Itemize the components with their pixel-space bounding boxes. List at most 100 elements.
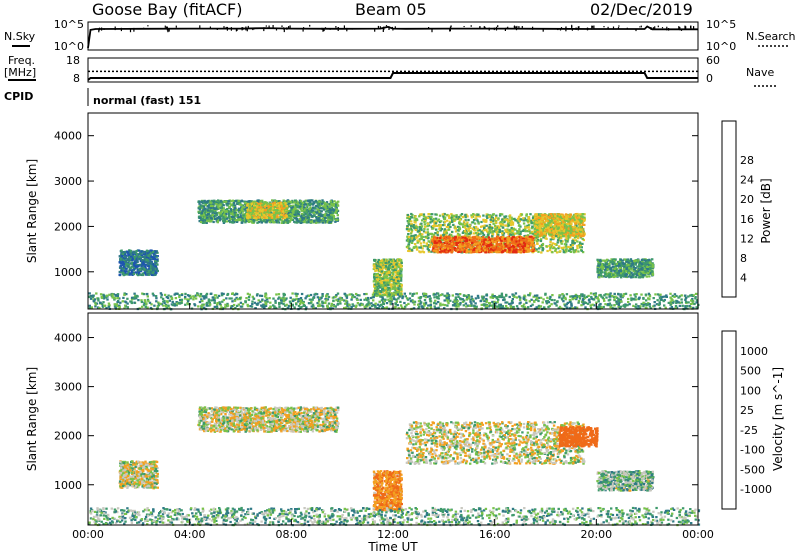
- heatmap-cell: [237, 199, 240, 202]
- heatmap-cell: [510, 221, 513, 224]
- heatmap-cell: [511, 221, 515, 224]
- heatmap-cell: [308, 213, 312, 216]
- heatmap-cell: [310, 219, 313, 222]
- nsky-spike: [690, 25, 692, 29]
- heatmap-cell: [222, 207, 225, 210]
- heatmap-cell: [280, 210, 283, 213]
- nsky-spike: [329, 28, 331, 30]
- heatmap-cell: [445, 234, 448, 237]
- heatmap-cell: [527, 228, 531, 231]
- heatmap-cell: [216, 213, 219, 216]
- heatmap-cell: [527, 217, 530, 220]
- heatmap-cell: [432, 233, 436, 236]
- heatmap-cell: [527, 248, 530, 251]
- heatmap-cell: [384, 284, 387, 287]
- heatmap-cell: [262, 220, 266, 223]
- heatmap-cell: [152, 251, 155, 254]
- heatmap-cell: [309, 206, 312, 209]
- heatmap-cell: [296, 202, 300, 205]
- nsky-spike: [592, 25, 594, 28]
- heatmap-cell: [397, 277, 401, 280]
- heatmap-cell: [280, 221, 283, 224]
- heatmap-cell: [390, 292, 393, 295]
- heatmap-cell: [466, 232, 469, 235]
- heatmap-cell: [467, 227, 470, 230]
- heatmap-cell: [129, 266, 133, 269]
- heatmap-cell: [407, 229, 410, 233]
- heatmap-cell: [557, 247, 560, 250]
- heatmap-cell: [154, 254, 157, 257]
- heatmap-cell: [210, 204, 213, 207]
- heatmap-cell: [510, 228, 513, 231]
- heatmap-cell: [141, 272, 145, 275]
- heatmap-cell: [206, 216, 209, 219]
- heatmap-cell: [452, 223, 455, 226]
- heatmap-cell: [438, 238, 441, 241]
- heatmap-cell: [227, 200, 231, 203]
- heatmap-cell: [407, 219, 411, 222]
- nsky-spike: [242, 27, 244, 30]
- heatmap-cell: [219, 200, 223, 203]
- nsky-spike: [209, 26, 211, 30]
- heatmap-cell: [522, 219, 525, 222]
- heatmap-cell: [478, 233, 481, 236]
- heatmap-cell: [142, 273, 145, 276]
- heatmap-cell: [220, 213, 223, 217]
- heatmap-cell: [408, 247, 411, 250]
- nsky-spike: [253, 28, 255, 30]
- heatmap-cell: [219, 218, 222, 221]
- heatmap-cell: [495, 251, 499, 254]
- heatmap-cell: [474, 232, 478, 235]
- heatmap-cell: [201, 215, 204, 218]
- heatmap-cell: [271, 207, 275, 210]
- heatmap-cell: [422, 215, 426, 218]
- heatmap-cell: [301, 212, 304, 215]
- heatmap-cell: [335, 208, 338, 211]
- heatmap-cell: [426, 237, 430, 240]
- heatmap-cell: [565, 250, 568, 253]
- heatmap-cell: [137, 255, 141, 258]
- heatmap-cell: [235, 219, 238, 222]
- heatmap-cell: [427, 213, 430, 216]
- heatmap-cell: [443, 212, 446, 216]
- heatmap-cell: [497, 233, 500, 236]
- heatmap-cell: [120, 249, 123, 252]
- heatmap-cell: [373, 292, 376, 295]
- heatmap-cell: [256, 209, 260, 212]
- heatmap-cell: [407, 233, 410, 236]
- freq-tick-bottom: 8: [73, 72, 80, 85]
- heatmap-cell: [218, 201, 221, 204]
- heatmap-cell: [320, 219, 324, 222]
- heatmap-cell: [388, 264, 391, 267]
- heatmap-cell: [226, 204, 229, 207]
- heatmap-cell: [121, 261, 124, 264]
- heatmap-cell: [373, 267, 376, 270]
- heatmap-cell: [143, 271, 147, 274]
- heatmap-cell: [155, 258, 158, 261]
- heatmap-cell: [405, 228, 409, 231]
- heatmap-cell: [486, 216, 489, 219]
- heatmap-cell: [448, 222, 452, 225]
- heatmap-cell: [393, 262, 396, 265]
- heatmap-cell: [489, 245, 492, 248]
- heatmap-cell: [507, 232, 511, 235]
- heatmap-cell: [427, 224, 431, 227]
- heatmap-cell: [564, 227, 567, 230]
- heatmap-cell: [274, 220, 277, 223]
- heatmap-cell: [486, 248, 490, 251]
- heatmap-cell: [476, 235, 479, 238]
- heatmap-cell: [390, 263, 393, 266]
- heatmap-cell: [384, 261, 387, 265]
- heatmap-cell: [376, 289, 379, 292]
- heatmap-cell: [439, 229, 442, 232]
- heatmap-cell: [572, 238, 575, 241]
- heatmap-cell: [389, 258, 393, 261]
- heatmap-cell: [275, 200, 278, 203]
- heatmap-cell: [383, 293, 387, 297]
- heatmap-cell: [296, 206, 300, 209]
- heatmap-cell: [485, 228, 488, 231]
- heatmap-cell: [489, 250, 492, 254]
- heatmap-cell: [411, 239, 414, 242]
- heatmap-cell: [260, 221, 263, 224]
- heatmap-cell: [451, 220, 454, 223]
